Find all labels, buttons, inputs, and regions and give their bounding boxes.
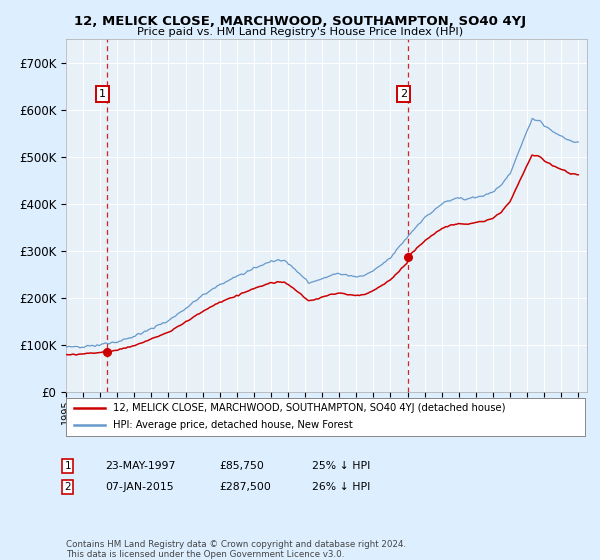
Text: 12, MELICK CLOSE, MARCHWOOD, SOUTHAMPTON, SO40 4YJ (detached house): 12, MELICK CLOSE, MARCHWOOD, SOUTHAMPTON… xyxy=(113,403,505,413)
Text: 2: 2 xyxy=(400,89,407,99)
Text: 26% ↓ HPI: 26% ↓ HPI xyxy=(312,482,370,492)
Text: £287,500: £287,500 xyxy=(219,482,271,492)
Text: £85,750: £85,750 xyxy=(219,461,264,471)
Text: Price paid vs. HM Land Registry's House Price Index (HPI): Price paid vs. HM Land Registry's House … xyxy=(137,27,463,37)
Text: 1: 1 xyxy=(64,461,71,471)
Text: HPI: Average price, detached house, New Forest: HPI: Average price, detached house, New … xyxy=(113,420,352,430)
Text: 25% ↓ HPI: 25% ↓ HPI xyxy=(312,461,370,471)
Text: 2: 2 xyxy=(64,482,71,492)
Text: Contains HM Land Registry data © Crown copyright and database right 2024.
This d: Contains HM Land Registry data © Crown c… xyxy=(66,540,406,559)
Text: 1: 1 xyxy=(99,89,106,99)
Text: 23-MAY-1997: 23-MAY-1997 xyxy=(105,461,175,471)
Text: 12, MELICK CLOSE, MARCHWOOD, SOUTHAMPTON, SO40 4YJ: 12, MELICK CLOSE, MARCHWOOD, SOUTHAMPTON… xyxy=(74,15,526,28)
Text: 07-JAN-2015: 07-JAN-2015 xyxy=(105,482,173,492)
